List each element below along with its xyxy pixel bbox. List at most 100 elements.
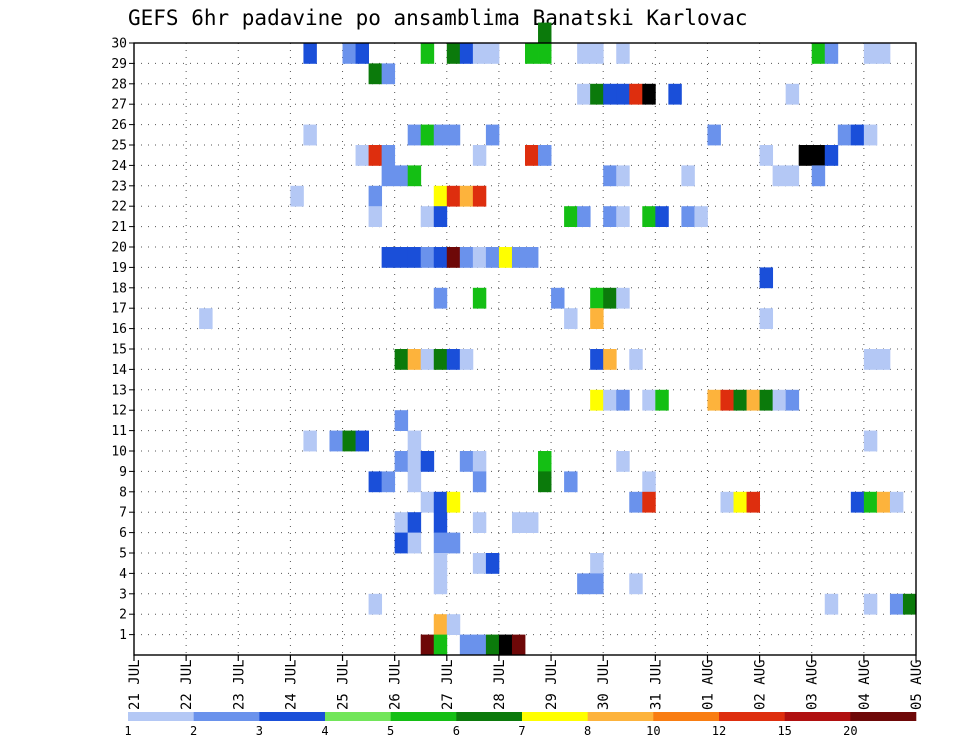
precip-cell <box>355 430 369 452</box>
x-tick-label: 05 AUG <box>909 659 925 710</box>
colorbar: 1 2 3 4 5 6 7 8 10 12 15 20 <box>124 712 917 738</box>
precip-cell <box>733 491 747 513</box>
precip-cell <box>485 124 500 146</box>
precip-cell <box>889 491 904 513</box>
y-tick-label: 18 <box>111 281 127 296</box>
y-tick-label: 23 <box>111 179 127 194</box>
precip-cell <box>603 83 617 105</box>
y-tick-label: 12 <box>111 404 127 419</box>
precip-cell <box>511 512 526 533</box>
precip-cell <box>485 634 500 656</box>
y-tick-label: 13 <box>111 383 127 398</box>
precip-cell <box>577 43 591 64</box>
precip-cell <box>564 308 578 329</box>
precip-cell <box>629 83 643 105</box>
y-tick-label: 15 <box>111 343 127 358</box>
precip-cell <box>498 247 513 268</box>
precip-cell <box>837 124 852 146</box>
precip-cell <box>772 165 787 187</box>
precip-cell <box>394 349 409 370</box>
precip-cell <box>681 165 695 187</box>
precip-cell <box>681 206 695 227</box>
precip-cell <box>459 43 474 64</box>
precip-cell <box>590 308 604 329</box>
precip-cell <box>811 43 826 64</box>
precip-cell <box>381 63 396 85</box>
colorbar-segment <box>522 712 588 721</box>
precip-cell <box>616 83 630 105</box>
precip-cell <box>577 83 591 105</box>
y-tick-label: 21 <box>111 220 127 235</box>
precip-cell <box>498 634 513 656</box>
precip-cell <box>759 267 774 289</box>
y-tick-label: 29 <box>111 57 127 72</box>
precip-cell <box>381 471 396 493</box>
colorbar-label: 5 <box>387 724 394 738</box>
colorbar-label: 2 <box>190 724 197 738</box>
precip-cell <box>342 43 356 64</box>
precip-cell <box>394 165 409 187</box>
precip-cell <box>472 43 487 64</box>
precip-cell <box>577 206 591 227</box>
precip-cell <box>446 491 461 513</box>
precip-cell <box>629 349 643 370</box>
y-tick-label: 1 <box>119 628 127 643</box>
precip-cell <box>707 389 721 411</box>
precip-cell <box>446 532 461 554</box>
precip-cell <box>433 614 448 635</box>
precip-cell <box>511 247 526 268</box>
precip-cell <box>590 349 604 370</box>
precip-cell <box>355 43 369 64</box>
precip-cell <box>394 532 409 554</box>
precip-cell <box>485 247 500 268</box>
precip-cell <box>433 349 448 370</box>
precip-cell <box>433 491 448 513</box>
x-tick-label: 26 JUL <box>388 659 404 710</box>
precip-cell <box>577 573 591 595</box>
precip-cell <box>368 145 383 166</box>
precip-cell <box>420 43 435 64</box>
precip-cell <box>472 185 487 207</box>
precip-cell <box>863 593 878 615</box>
precip-cell <box>785 389 800 411</box>
colorbar-segment <box>259 712 326 721</box>
precip-cell <box>616 165 630 187</box>
precip-cell <box>303 430 317 452</box>
precip-cell <box>420 124 435 146</box>
precip-cell <box>420 634 435 656</box>
precip-cell <box>590 553 604 574</box>
precip-cell <box>759 308 774 329</box>
x-tick-label: 01 AUG <box>700 659 716 710</box>
precip-cell <box>863 124 878 146</box>
colorbar-segment <box>653 712 720 721</box>
precip-cell <box>511 634 526 656</box>
y-tick-label: 26 <box>111 118 127 133</box>
precip-cell <box>603 349 617 370</box>
precip-cell <box>785 83 800 105</box>
y-tick-label: 8 <box>119 485 127 500</box>
colorbar-segment <box>390 712 457 721</box>
precip-cell <box>420 247 435 268</box>
precip-cell <box>381 145 396 166</box>
precip-cell <box>616 43 630 64</box>
precip-cell <box>446 185 461 207</box>
precip-cell <box>564 471 578 493</box>
precip-cell <box>863 491 878 513</box>
precip-cell <box>303 43 317 64</box>
x-tick-label: 03 AUG <box>805 659 821 710</box>
precip-cell <box>655 206 669 227</box>
precip-cell <box>459 247 474 268</box>
precip-cell <box>538 145 552 166</box>
precip-cell <box>876 491 891 513</box>
x-tick-label: 21 JUL <box>127 659 143 710</box>
y-tick-label: 14 <box>111 363 127 378</box>
precip-cell <box>433 553 448 574</box>
plot-frame <box>133 42 917 656</box>
precip-cell <box>824 43 839 64</box>
precip-cell <box>798 145 813 166</box>
precip-cell <box>394 512 409 533</box>
precip-cell <box>407 451 422 472</box>
precip-cell <box>603 206 617 227</box>
x-tick-label: 29 JUL <box>544 659 560 710</box>
